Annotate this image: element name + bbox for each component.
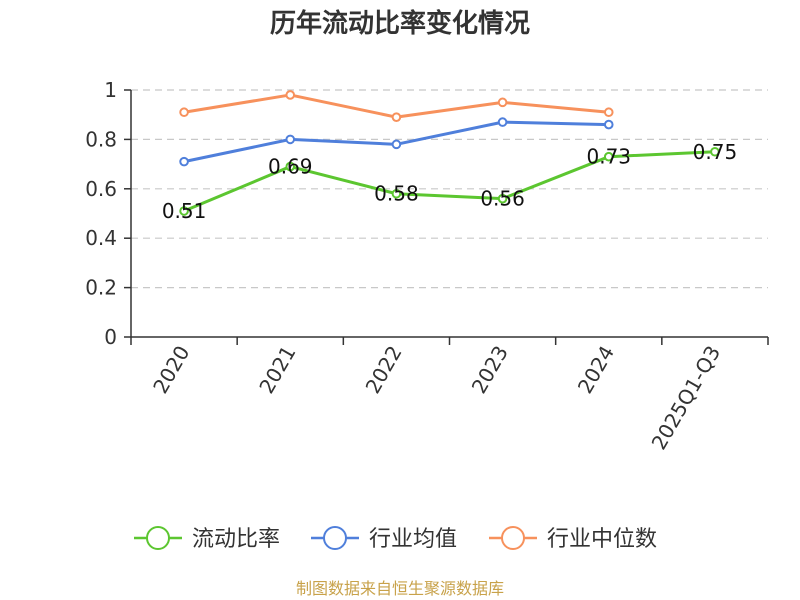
legend-marker bbox=[146, 526, 170, 550]
legend-label: 行业中位数 bbox=[547, 527, 657, 552]
y-tick-label: 0.6 bbox=[85, 177, 117, 201]
data-label: 0.51 bbox=[162, 199, 207, 223]
data-point bbox=[285, 90, 296, 100]
x-tick-label: 2025Q1-Q3 bbox=[647, 342, 726, 454]
data-point bbox=[285, 161, 296, 172]
data-label: 0.73 bbox=[586, 145, 631, 169]
series-layer bbox=[179, 90, 720, 216]
data-point bbox=[497, 193, 508, 204]
data-point bbox=[710, 146, 720, 157]
source-note: 制图数据来自恒生聚源数据库 bbox=[296, 579, 504, 598]
data-point bbox=[285, 134, 296, 145]
data-point bbox=[497, 97, 508, 108]
data-label: 0.69 bbox=[268, 155, 313, 179]
y-tick-label: 0.4 bbox=[85, 226, 117, 250]
y-tick-label: 0.2 bbox=[85, 276, 117, 300]
data-point bbox=[179, 156, 189, 167]
legend: 流动比率 行业均值 行业中位数 bbox=[134, 526, 657, 552]
data-label: 0.75 bbox=[693, 140, 738, 164]
x-tick-label: 2020 bbox=[148, 342, 194, 398]
axes bbox=[124, 89, 769, 345]
data-point bbox=[179, 206, 189, 216]
data-point bbox=[603, 107, 614, 118]
data-label: 0.58 bbox=[374, 182, 419, 206]
chart-title: 历年流动比率变化情况 bbox=[270, 8, 530, 39]
y-tick-label: 0.8 bbox=[85, 127, 117, 151]
legend-label: 行业均值 bbox=[369, 527, 457, 552]
data-point bbox=[179, 107, 189, 118]
x-tick-label: 2023 bbox=[467, 342, 513, 398]
gridlines bbox=[131, 89, 768, 289]
x-tick-label: 2021 bbox=[254, 342, 300, 398]
data-point bbox=[391, 139, 402, 150]
x-tick-label: 2024 bbox=[573, 342, 619, 398]
tick-labels: 0 0.2 0.4 0.6 0.8 1 2020 2021 2022 2023 2024 2025Q1… bbox=[85, 78, 725, 454]
data-point bbox=[603, 151, 614, 162]
data-point bbox=[391, 112, 402, 122]
series-line bbox=[183, 150, 715, 213]
x-tick-label: 2022 bbox=[361, 342, 407, 398]
data-labels: 0.51 0.69 0.58 0.56 0.73 0.75 bbox=[162, 140, 737, 223]
data-point bbox=[391, 188, 402, 199]
y-tick-label: 1 bbox=[104, 78, 117, 102]
legend-marker bbox=[323, 526, 347, 550]
data-label: 0.56 bbox=[480, 187, 525, 211]
data-point bbox=[603, 119, 614, 130]
legend-label: 流动比率 bbox=[192, 527, 280, 552]
y-tick-label: 0 bbox=[104, 325, 117, 349]
data-point bbox=[497, 117, 508, 127]
legend-marker bbox=[501, 526, 525, 550]
